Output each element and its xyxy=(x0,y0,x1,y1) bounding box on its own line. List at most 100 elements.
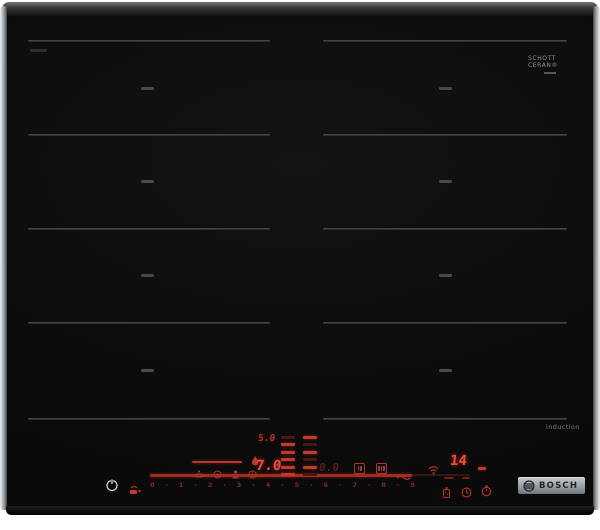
level-bar xyxy=(303,473,317,476)
flame-icon xyxy=(252,456,258,466)
glass-brand-line2: CERAN® xyxy=(528,62,559,69)
framed-bars-icon xyxy=(378,466,380,471)
timer-key-dash xyxy=(444,477,454,479)
clock-icon xyxy=(461,487,472,498)
program-button-1[interactable] xyxy=(354,463,365,474)
level-bar xyxy=(303,458,317,461)
power-slider[interactable]: 0 · 1 · 2 · 3 · 4 · 5 · 6 · 7 · 8 · 9 xyxy=(150,481,415,489)
home-connect-button[interactable] xyxy=(427,460,440,479)
timer-dash xyxy=(478,467,486,470)
brand-badge-label: BOSCH xyxy=(539,481,579,491)
level-bar xyxy=(281,466,295,469)
slider-step[interactable]: · xyxy=(396,481,400,489)
circle-dot-icon xyxy=(213,470,222,479)
zone-timer-indicator[interactable] xyxy=(248,464,257,483)
cooking-zone-line xyxy=(28,322,270,324)
slider-step[interactable]: 0 xyxy=(150,481,155,489)
ceramic-glass-surface xyxy=(6,16,594,508)
slider-step[interactable]: · xyxy=(165,481,168,489)
cooking-zone-line xyxy=(323,228,567,230)
kitchen-timer-button[interactable] xyxy=(442,483,451,502)
fry-sensor-button[interactable] xyxy=(195,464,205,483)
level-bar xyxy=(303,443,317,446)
pan-position-mark xyxy=(439,369,452,372)
residual-heat-indicator xyxy=(251,451,259,470)
slider-step[interactable]: · xyxy=(252,481,255,489)
wave-icon xyxy=(396,475,411,480)
cooking-zone-line xyxy=(323,40,567,42)
main-level-display: 7.0 xyxy=(255,458,282,474)
level-bar xyxy=(281,458,295,461)
pan-position-mark xyxy=(141,180,154,183)
pan-position-mark xyxy=(141,274,154,277)
slider-step[interactable]: · xyxy=(194,481,197,489)
cooking-zone-line xyxy=(28,134,270,136)
upper-level-display: 5.0 xyxy=(257,433,276,444)
level-bar xyxy=(281,473,295,476)
slider-step[interactable]: · xyxy=(310,481,313,489)
clock-timer-button[interactable] xyxy=(461,483,472,502)
cooking-zone-line xyxy=(28,228,270,230)
cooking-zone-line xyxy=(323,322,567,324)
slider-step[interactable]: 8 xyxy=(381,481,386,489)
slider-step[interactable]: · xyxy=(223,481,226,489)
timer-key-dash xyxy=(462,477,470,479)
slider-step[interactable]: 6 xyxy=(323,481,329,489)
level-bar xyxy=(303,466,317,469)
pan-position-mark xyxy=(439,274,452,277)
slider-step[interactable]: 5 xyxy=(294,481,300,489)
left-trim xyxy=(0,6,7,510)
clock-icon xyxy=(248,470,257,479)
level-bar xyxy=(281,443,295,446)
hob-top-bezel xyxy=(2,2,598,20)
person-icon xyxy=(232,470,239,479)
model-print xyxy=(30,49,47,52)
timer-display: 14 xyxy=(449,453,468,469)
boost-button[interactable] xyxy=(213,464,222,483)
cooking-zone-line xyxy=(323,134,567,136)
level-bar xyxy=(303,451,317,454)
slider-step[interactable]: 1 xyxy=(178,481,184,489)
level-bar xyxy=(303,436,317,439)
framed-bars-icon xyxy=(360,466,362,471)
slider-step[interactable]: 7 xyxy=(352,481,357,489)
stopwatch-icon xyxy=(481,485,492,497)
shaker-icon xyxy=(443,487,450,498)
brand-badge: BOSCH xyxy=(518,477,585,494)
pan-position-mark xyxy=(439,87,452,90)
slider-step[interactable]: 3 xyxy=(236,481,242,489)
cooking-zone-line xyxy=(323,418,567,420)
framed-bars-icon xyxy=(357,466,359,471)
glass-brand-line1: SCHOTT xyxy=(528,55,557,62)
power-slider-track-dim[interactable] xyxy=(412,474,470,476)
front-edge xyxy=(6,506,594,515)
stopwatch-button[interactable] xyxy=(481,482,492,501)
wipe-protection-button[interactable] xyxy=(129,480,142,499)
right-trim xyxy=(593,6,600,510)
program-button-2[interactable] xyxy=(376,463,387,474)
framed-bars-icon xyxy=(383,466,385,471)
slider-step[interactable]: 9 xyxy=(410,481,415,489)
cooking-zone-line xyxy=(28,40,270,42)
slider-step[interactable]: · xyxy=(339,481,342,489)
assist-button[interactable] xyxy=(231,464,240,483)
hand-wipe-icon xyxy=(130,485,141,494)
power-move-button[interactable] xyxy=(396,466,411,485)
pan-icon xyxy=(195,470,205,478)
power-button[interactable] xyxy=(105,477,119,496)
function-keys-underline xyxy=(192,461,242,463)
pan-position-mark xyxy=(141,87,154,90)
cooking-zone-line xyxy=(28,418,270,420)
slider-step[interactable]: · xyxy=(367,481,371,489)
framed-bars-icon xyxy=(380,466,383,471)
slider-step[interactable]: 2 xyxy=(207,481,213,489)
power-icon xyxy=(106,479,118,492)
slider-step[interactable]: · xyxy=(281,481,284,489)
induction-label: induction xyxy=(546,423,580,431)
right-level-display: 0.0 xyxy=(318,461,340,474)
bosch-emblem-icon xyxy=(523,480,535,492)
pan-position-mark xyxy=(439,180,452,183)
slider-step[interactable]: 4 xyxy=(265,481,271,489)
level-bar xyxy=(281,451,295,454)
